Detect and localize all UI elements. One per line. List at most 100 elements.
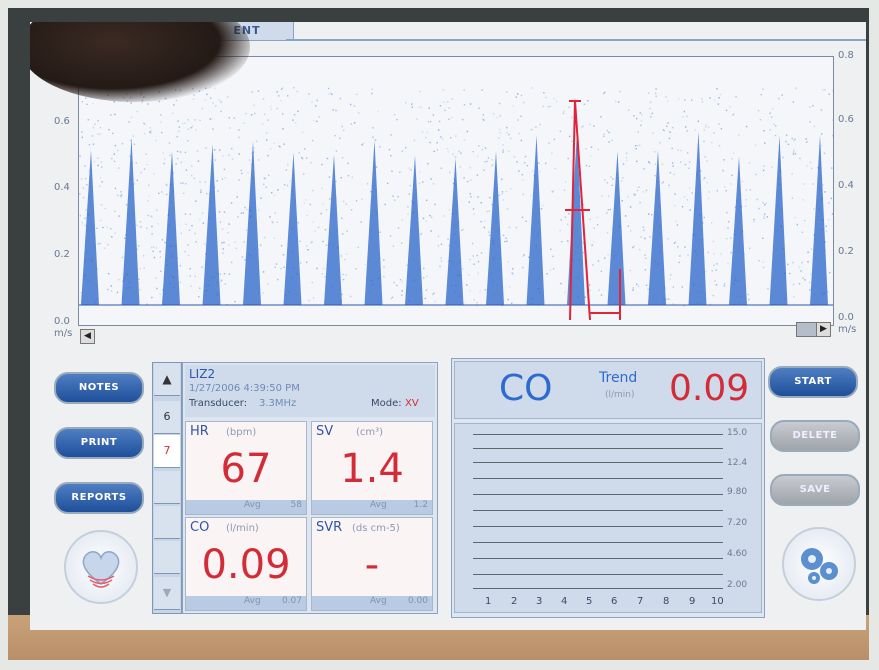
spectrum-peak	[486, 151, 504, 305]
left-axis-label: 0.6	[54, 116, 70, 127]
trend-y-label: 12.4	[727, 458, 748, 468]
trend-x-label: 5	[586, 596, 593, 607]
trend-gridline	[473, 510, 723, 511]
sv-unit: (cm³)	[356, 427, 384, 438]
print-button[interactable]: PRINT	[54, 427, 144, 459]
spectrum-peak	[243, 141, 261, 305]
patient-panel: LIZ2 1/27/2006 4:39:50 PM Transducer: 3.…	[182, 362, 438, 614]
reports-button[interactable]: REPORTS	[54, 482, 144, 514]
svr-cell[interactable]: SVR (ds cm-5) - Avg 0.00	[311, 517, 433, 611]
left-axis-label: 0.2	[54, 249, 70, 260]
transducer-label: Transducer:	[189, 398, 248, 409]
trend-gridline	[473, 558, 723, 559]
spectrum-peak	[769, 135, 788, 305]
co-unit: (l/min)	[226, 523, 259, 534]
gears-icon[interactable]	[782, 527, 856, 601]
spectrum-scrollbar-thumb[interactable]	[796, 322, 818, 337]
hr-avg-label: Avg	[244, 500, 261, 510]
right-axis-label: 0.2	[838, 246, 854, 257]
patient-name: LIZ2	[189, 367, 216, 381]
co-label: CO	[190, 520, 210, 535]
trend-graph: 15.0 12.4 9.80 7.20 4.60 2.00 1 2 3 4 5 …	[454, 423, 762, 613]
spectrum-peak	[364, 140, 383, 305]
trend-gridline	[473, 588, 723, 589]
hr-value: 67	[220, 446, 272, 492]
co-avg-value: 0.07	[281, 596, 302, 606]
side-tab-empty[interactable]	[154, 541, 180, 574]
scroll-left-button[interactable]: ◀	[80, 329, 95, 344]
spectrum-peak	[526, 135, 545, 305]
trend-header[interactable]: CO Trend (l/min) 0.09	[454, 361, 762, 419]
hr-avg-value: 58	[290, 500, 302, 510]
measurement-cursor[interactable]	[565, 100, 621, 321]
sv-value: 1.4	[340, 446, 404, 492]
co-cell[interactable]: CO (l/min) 0.09 Avg 0.07	[185, 517, 307, 611]
trend-x-label: 2	[511, 596, 518, 607]
trend-gridline	[473, 448, 723, 449]
side-tab-empty[interactable]	[154, 471, 180, 504]
trend-x-label: 6	[611, 596, 618, 607]
scroll-down-icon[interactable]: ▼	[154, 577, 180, 610]
patient-header: LIZ2 1/27/2006 4:39:50 PM Transducer: 3.…	[185, 365, 435, 417]
co-avg-bar: Avg 0.07	[186, 596, 306, 610]
spectrum-peak	[688, 131, 707, 305]
start-button[interactable]: START	[768, 366, 858, 398]
trend-gridline	[473, 462, 723, 463]
doppler-spectrum	[78, 56, 834, 326]
left-axis-label: 0.4	[54, 182, 70, 193]
side-tab-7[interactable]: 7	[154, 435, 180, 468]
right-axis-label: 0.0	[838, 312, 854, 323]
monitor-screen: ENT 0.6 0.4 0.2 0.0 m/s 0.8 0.6 0.4 0.2 …	[30, 22, 866, 630]
spectrum-peak	[121, 137, 140, 305]
spectrum-peak	[202, 144, 221, 305]
side-tab-6[interactable]: 6	[154, 401, 180, 434]
patient-side-tabs: ▲ 6 7 ▼	[152, 362, 182, 614]
right-axis-unit: m/s	[838, 324, 857, 335]
trend-gridline	[473, 434, 723, 435]
scroll-up-icon[interactable]: ▲	[154, 363, 180, 396]
save-button[interactable]: SAVE	[770, 474, 860, 506]
hr-avg-bar: Avg 58	[186, 500, 306, 514]
spectrum-peak	[324, 154, 342, 305]
trend-value: 0.09	[669, 368, 750, 409]
top-divider	[286, 39, 866, 41]
spectrum-peak	[607, 151, 626, 305]
sv-label: SV	[316, 424, 334, 439]
trend-metric: CO	[499, 368, 553, 409]
svr-unit: (ds cm-5)	[352, 523, 400, 534]
trend-x-label: 8	[663, 596, 670, 607]
trend-gridline	[473, 494, 723, 495]
spectrum-peak	[405, 155, 423, 305]
trend-x-label: 4	[561, 596, 568, 607]
co-avg-label: Avg	[244, 596, 261, 606]
trend-x-label: 7	[637, 596, 644, 607]
hr-unit: (bpm)	[226, 427, 257, 438]
right-axis-label: 0.8	[838, 50, 854, 61]
spectrum-peak	[81, 150, 99, 305]
svr-label: SVR	[316, 520, 343, 535]
left-axis-unit: m/s	[54, 328, 73, 339]
trend-gridline	[473, 526, 723, 527]
left-axis-label: 0.0	[54, 316, 70, 327]
trend-y-label: 4.60	[727, 549, 748, 559]
spectrum-peak	[445, 158, 464, 305]
spectrum-peak	[810, 135, 828, 305]
delete-button[interactable]: DELETE	[770, 420, 860, 452]
trend-gridline	[473, 574, 723, 575]
notes-button[interactable]: NOTES	[54, 372, 144, 404]
right-axis-label: 0.6	[838, 114, 854, 125]
side-tab-empty[interactable]	[154, 506, 180, 539]
spectrum-texture	[79, 87, 833, 307]
heart-logo-icon	[64, 530, 138, 604]
trend-y-label: 9.80	[727, 487, 748, 497]
patient-datetime: 1/27/2006 4:39:50 PM	[189, 383, 300, 394]
hr-label: HR	[190, 424, 209, 439]
sv-cell[interactable]: SV (cm³) 1.4 Avg 1.2	[311, 421, 433, 515]
spectrum-peak	[162, 150, 180, 305]
hr-cell[interactable]: HR (bpm) 67 Avg 58	[185, 421, 307, 515]
trend-x-label: 1	[485, 596, 492, 607]
svr-avg-label: Avg	[370, 596, 387, 606]
spectrum-plot	[79, 87, 833, 321]
right-axis-label: 0.4	[838, 180, 854, 191]
scroll-right-button[interactable]: ▶	[816, 322, 831, 337]
